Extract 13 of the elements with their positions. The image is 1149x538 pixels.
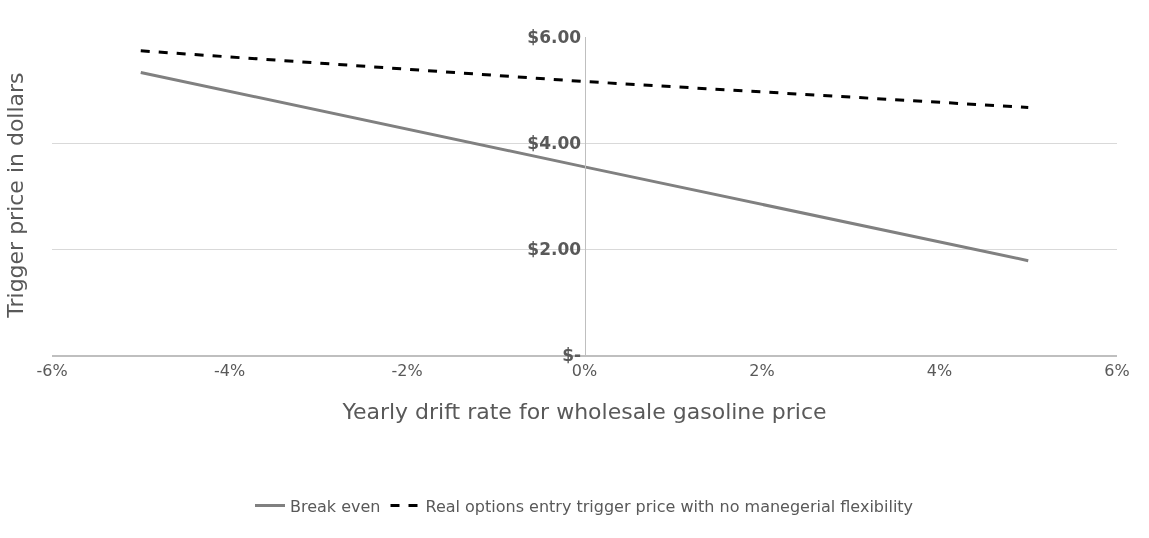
- y-tick-label: $6.00: [527, 26, 582, 47]
- x-tick-label: 6%: [1104, 360, 1130, 380]
- x-tick-label: -2%: [391, 360, 423, 380]
- legend-label: Real options entry trigger price with no manegerial flexibility: [425, 496, 914, 516]
- y-axis-title: Trigger price in dollars: [2, 72, 28, 319]
- x-axis-title: Yearly drift rate for wholesale gasoline price: [341, 399, 827, 425]
- x-tick-label: 2%: [749, 360, 775, 380]
- x-tick-label: -4%: [213, 360, 246, 380]
- y-tick-label: $2.00: [527, 238, 582, 259]
- x-tick-label: -6%: [36, 360, 68, 380]
- legend-label: Break even: [290, 496, 381, 516]
- x-tick-label: 4%: [926, 360, 953, 380]
- y-tick-label: $4.00: [527, 132, 582, 153]
